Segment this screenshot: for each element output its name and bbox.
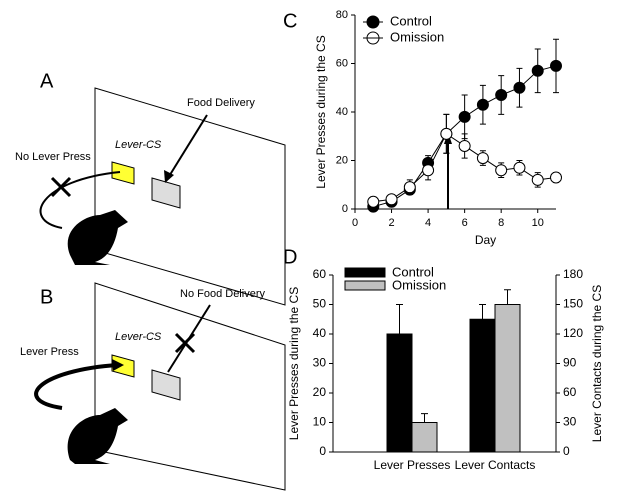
arrowhead (112, 359, 124, 371)
panel-label: A (40, 70, 54, 92)
point (495, 89, 508, 102)
y2-tick-label: 30 (563, 415, 577, 429)
legend-label: Omission (390, 29, 444, 44)
error-bar (421, 413, 428, 423)
panel-label: C (283, 10, 297, 32)
point (531, 64, 544, 77)
y-tick-label: 0 (319, 444, 326, 458)
paw-path (39, 171, 121, 229)
panel-label: D (283, 246, 297, 268)
y2-tick-label: 60 (563, 385, 577, 399)
y2-tick-label: 90 (563, 356, 577, 370)
x-tick-label: 6 (462, 217, 468, 229)
point (495, 164, 508, 177)
y2-tick-label: 180 (563, 267, 583, 281)
lever-label: Lever-CS (115, 139, 162, 151)
diagram-a: A Lever-CS Food Delivery No Lever Press (15, 70, 286, 306)
x-tick-label: 8 (498, 217, 504, 229)
y2-tick-label: 150 (563, 297, 583, 311)
y-tick-label: 80 (336, 9, 348, 21)
y-tick-label: 60 (336, 57, 348, 69)
y-tick-label: 10 (313, 415, 327, 429)
y2-axis-label: Lever Contacts during the CS (590, 285, 604, 442)
legend-swatch (344, 280, 386, 291)
legend-label: Control (392, 264, 434, 279)
point (422, 164, 435, 177)
x-tick-label: 2 (388, 217, 394, 229)
point (458, 110, 471, 123)
point (476, 98, 489, 111)
y2-tick-label: 120 (563, 326, 583, 340)
legend-swatch (344, 267, 386, 278)
x-tick-label: 4 (425, 217, 431, 229)
error-bar (479, 304, 486, 320)
rat (67, 408, 128, 464)
diagram-b: B Lever-CS No Food Delivery Lever Press (20, 282, 286, 491)
error-bar (504, 289, 511, 305)
axis (354, 15, 556, 210)
cross (174, 332, 196, 354)
x-tick-label: Lever Contacts (455, 458, 536, 472)
bar (469, 318, 496, 453)
x-tick-label: Lever Presses (374, 458, 451, 472)
point (385, 193, 398, 206)
panel-label: B (40, 286, 53, 308)
point (403, 181, 416, 194)
y-tick-label: 40 (313, 326, 327, 340)
point (531, 173, 544, 186)
point (440, 127, 453, 140)
outcome-label: Food Delivery (187, 97, 255, 109)
error-bar (396, 304, 403, 334)
point (476, 152, 489, 165)
point (550, 171, 562, 184)
point (513, 161, 526, 174)
bar (386, 333, 413, 453)
y-tick-label: 40 (336, 106, 348, 118)
x-tick-label: 0 (352, 217, 358, 229)
lever-label: Lever-CS (115, 331, 162, 343)
response-label: Lever Press (20, 346, 79, 358)
paw-path (34, 363, 119, 410)
point (513, 81, 526, 94)
y-tick-label: 20 (313, 385, 327, 399)
y-tick-label: 0 (342, 203, 348, 215)
rat (67, 210, 128, 265)
y2-tick-label: 0 (563, 444, 570, 458)
y-tick-label: 20 (336, 154, 348, 166)
y-tick-label: 50 (313, 297, 327, 311)
bar (411, 422, 438, 453)
arrowhead (164, 170, 174, 183)
point (550, 59, 562, 72)
food-box (151, 177, 181, 209)
wall (94, 87, 286, 306)
bar (494, 304, 521, 453)
x-tick-label: 10 (532, 217, 544, 229)
y-tick-label: 60 (313, 267, 327, 281)
x-axis-label: Day (475, 233, 496, 247)
axis (332, 275, 557, 453)
food-box (151, 369, 181, 401)
y-tick-label: 30 (313, 356, 327, 370)
y-axis-label: Lever Presses during the CS (287, 287, 301, 440)
outcome-label: No Food Delivery (180, 288, 265, 300)
legend-label: Omission (392, 277, 446, 292)
y-axis-label: Lever Presses during the CS (314, 35, 328, 188)
arrow (167, 114, 208, 179)
point (367, 195, 380, 208)
response-label: No Lever Press (15, 151, 91, 163)
wall (94, 282, 286, 491)
legend-label: Control (390, 13, 432, 28)
cross (50, 176, 72, 198)
point (458, 139, 471, 152)
